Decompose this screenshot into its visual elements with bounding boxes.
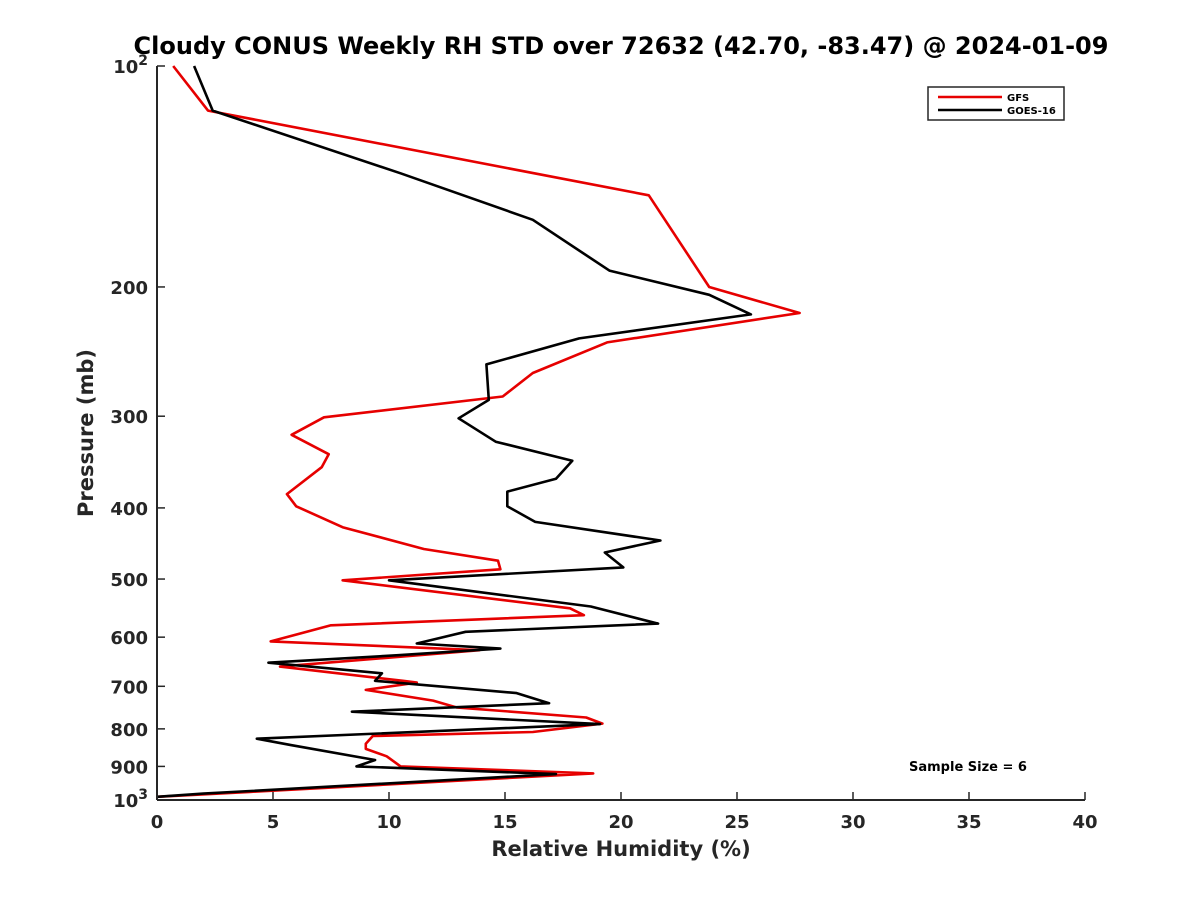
x-tick-label: 20: [608, 812, 633, 833]
x-tick-label: 40: [1072, 812, 1097, 833]
y-tick-label: 500: [110, 570, 148, 591]
x-tick-label: 35: [956, 812, 981, 833]
x-tick-label: 0: [151, 812, 164, 833]
y-tick-label: 102: [113, 53, 148, 78]
x-tick-label: 5: [267, 812, 280, 833]
y-tick-label: 900: [110, 757, 148, 778]
y-tick-label: 600: [110, 628, 148, 649]
x-tick-label: 15: [492, 812, 517, 833]
legend: GFS GOES-16: [927, 86, 1065, 121]
y-tick-label: 200: [110, 278, 148, 299]
y-tick-label: 400: [110, 499, 148, 520]
series-line-gfs: [156, 65, 801, 799]
chart-title: Cloudy CONUS Weekly RH STD over 72632 (4…: [134, 32, 1109, 60]
y-tick-label: 800: [110, 720, 148, 741]
legend-box: [927, 86, 1065, 121]
y-axis-label: Pressure (mb): [74, 349, 98, 517]
x-tick-label: 25: [724, 812, 749, 833]
legend-label-gfs: GFS: [1007, 93, 1029, 104]
legend-label-goes16: GOES-16: [1007, 106, 1056, 117]
x-tick-label: 10: [376, 812, 401, 833]
sample-size-annotation: Sample Size = 6: [909, 760, 1027, 775]
y-tick-label: 300: [110, 407, 148, 428]
y-axis-ticks: 102 200 300 400 500 600 700 800 900 103: [110, 53, 165, 812]
series-line-goes16: [156, 65, 753, 799]
x-tick-label: 30: [840, 812, 865, 833]
x-axis-label: Relative Humidity (%): [491, 837, 750, 861]
y-tick-label: 700: [110, 677, 148, 698]
y-tick-label: 103: [113, 787, 148, 812]
x-axis-ticks: 0 5 10 15 20 25 30 35 40: [151, 792, 1098, 833]
plot-series-group: [156, 65, 801, 799]
